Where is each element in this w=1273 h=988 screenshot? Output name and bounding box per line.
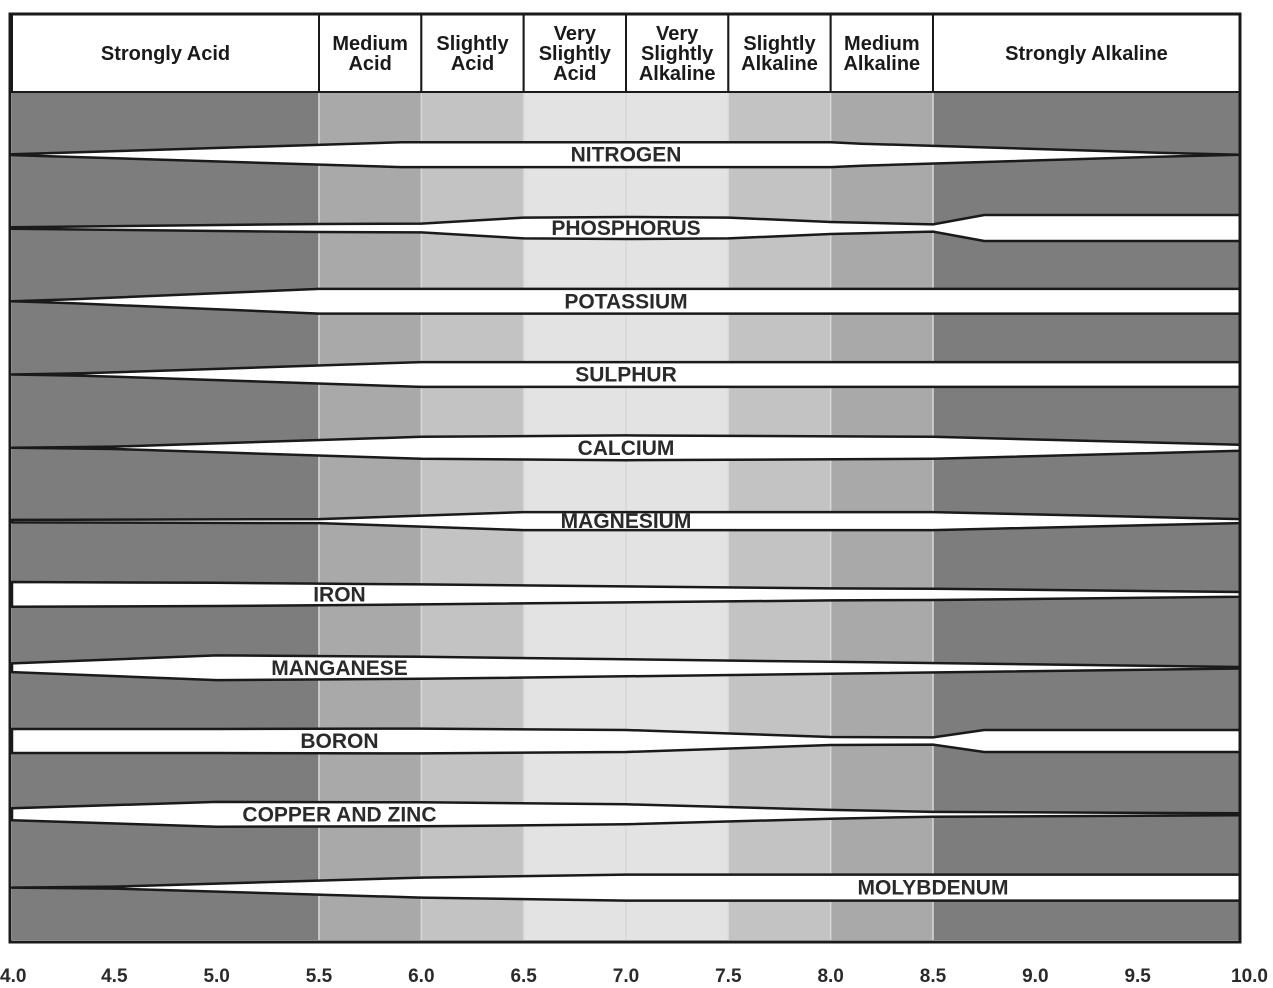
band-boron — [10, 727, 1242, 755]
zone-header-label: Medium Alkaline — [843, 33, 920, 75]
zone-header-label: Strongly Alkaline — [1005, 43, 1168, 65]
chart-frame — [8, 12, 1242, 944]
band-label-iron: IRON — [313, 583, 366, 606]
x-tick-label: 8.5 — [920, 966, 947, 987]
band-label-phosphorus: PHOSPHORUS — [551, 217, 700, 240]
zone-header-medium-alkaline — [829, 13, 935, 93]
x-tick-label: 10.0 — [1231, 966, 1268, 987]
x-tick-label: 5.0 — [203, 966, 229, 987]
zone-header-strongly-acid — [11, 13, 320, 93]
x-tick-label: 8.0 — [817, 966, 843, 987]
zone-strongly-acid — [12, 92, 319, 940]
zone-header-label: Very Slightly Acid — [539, 23, 612, 85]
zone-header-label: Strongly Acid — [101, 43, 230, 65]
x-tick-label: 6.5 — [510, 966, 537, 987]
x-tick-label: 5.5 — [306, 966, 333, 987]
x-tick-label: 4.0 — [0, 966, 26, 987]
zone-header-layer: Strongly Acid Medium Acid Slightly Acid Very S… — [11, 13, 1241, 93]
nutrient-bands-layer — [10, 141, 1242, 902]
band-label-calcium: CALCIUM — [578, 437, 675, 460]
zone-header-very-slightly-alkaline — [625, 13, 730, 93]
band-label-copper-and-zinc: COPPER AND ZINC — [242, 803, 436, 826]
band-label-potassium: POTASSIUM — [564, 290, 687, 313]
zone-header-label: Very Slightly Alkaline — [639, 23, 716, 85]
zone-header-label: Slightly Alkaline — [741, 33, 818, 75]
zone-header-strongly-alkaline — [932, 13, 1241, 93]
zone-header-label: Medium Acid — [332, 33, 408, 75]
x-tick-label: 6.0 — [408, 966, 434, 987]
band-nitrogen — [10, 141, 1242, 169]
band-label-nitrogen: NITROGEN — [571, 144, 682, 167]
x-tick-label: 7.0 — [613, 966, 639, 987]
nutrient-labels-layer: NITROGEN PHOSPHORUS POTASSIUM SULPHUR CALCIU… — [242, 144, 1008, 900]
x-tick-label: 9.5 — [1124, 966, 1151, 987]
band-label-magnesium: MAGNESIUM — [561, 510, 692, 533]
zone-header-slightly-alkaline — [727, 13, 832, 93]
x-tick-label: 9.0 — [1022, 966, 1048, 987]
band-label-sulphur: SULPHUR — [575, 364, 677, 387]
zone-header-label: Slightly Acid — [436, 33, 509, 75]
band-label-molybdenum: MOLYBDENUM — [858, 877, 1009, 900]
zone-header-very-slightly-acid — [522, 13, 628, 93]
x-tick-label: 7.5 — [715, 966, 742, 987]
x-tick-label: 4.5 — [101, 966, 128, 987]
band-label-boron: BORON — [300, 730, 378, 753]
band-label-manganese: MANGANESE — [271, 657, 408, 680]
x-axis-ticks: 4.0 4.5 5.0 5.5 6.0 6.5 7.0 7.5 8.0 8.5 9.0 9.5 10.0 — [0, 966, 1268, 987]
